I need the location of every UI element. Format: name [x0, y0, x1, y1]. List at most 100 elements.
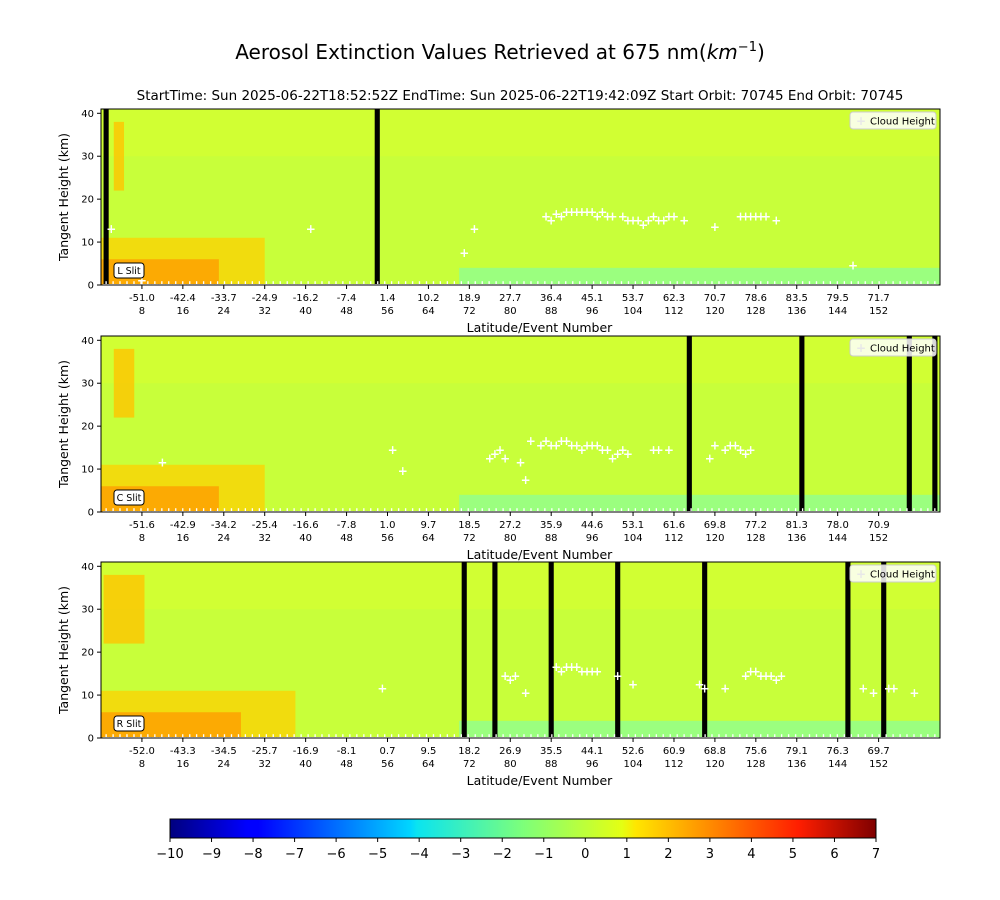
x-tick-latitude: 53.7 — [622, 293, 644, 304]
colorbar-tick-label: −7 — [285, 847, 304, 862]
slit-label-text: L Slit — [117, 266, 141, 277]
x-tick-latitude: 81.3 — [786, 520, 808, 531]
missing-column — [615, 562, 621, 738]
panel-2: ++++++++++++++++++++++++++++++++++++++++… — [56, 335, 941, 562]
heatmap-low-tail — [459, 267, 940, 285]
x-tick-event: 80 — [504, 533, 517, 544]
x-tick-latitude: 9.7 — [420, 520, 436, 531]
x-tick-latitude: 79.5 — [827, 293, 849, 304]
colorbar-tick-label: −2 — [493, 847, 512, 862]
x-tick-event: 112 — [664, 533, 683, 544]
cloud-height-point: + — [659, 214, 669, 228]
colorbar-tick-label: 7 — [872, 847, 880, 862]
x-tick-latitude: 61.6 — [663, 520, 685, 531]
x-tick-latitude: 71.7 — [867, 293, 889, 304]
legend-label: Cloud Height — [870, 344, 935, 355]
cloud-height-point: + — [669, 209, 679, 223]
x-tick-event: 48 — [340, 306, 353, 317]
cloud-height-point: + — [679, 214, 689, 228]
x-tick-latitude: 18.5 — [458, 520, 480, 531]
missing-column — [374, 109, 380, 285]
x-tick-latitude: 77.2 — [745, 520, 767, 531]
cloud-height-point: + — [884, 682, 894, 696]
x-tick-latitude: -43.3 — [170, 746, 196, 757]
x-tick-event: 104 — [624, 306, 643, 317]
missing-column — [845, 562, 851, 738]
colorbar-tick-label: −8 — [243, 847, 262, 862]
heatmap-high-region — [113, 348, 135, 418]
x-tick-event: 48 — [340, 759, 353, 770]
x-tick-latitude: 9.5 — [420, 746, 436, 757]
cloud-height-point: + — [848, 259, 858, 273]
x-tick-event: 64 — [422, 306, 435, 317]
colorbar-tick-label: 0 — [581, 847, 589, 862]
cloud-height-point: + — [628, 677, 638, 691]
cloud-height-point: + — [771, 673, 781, 687]
cloud-height-point: + — [500, 451, 510, 465]
cloud-height-point: + — [495, 443, 505, 457]
x-tick-latitude: 68.8 — [704, 746, 726, 757]
cloud-height-point: + — [546, 214, 556, 228]
heatmap-high-region — [103, 574, 145, 644]
cloud-height-point: + — [608, 451, 618, 465]
cloud-height-point: + — [761, 669, 771, 683]
x-tick-event: 64 — [422, 759, 435, 770]
colorbar: −10 −9 −8 −7 −6 −5 −4 −3 −2 −1 0 1 2 3 4 5 6 7 — [156, 818, 880, 862]
missing-column — [906, 336, 912, 512]
plot-frame — [100, 335, 941, 513]
x-tick-event: 144 — [828, 306, 847, 317]
x-tick-latitude: 44.1 — [581, 746, 603, 757]
cloud-height-point: + — [490, 447, 500, 461]
cloud-height-point: + — [771, 214, 781, 228]
cloud-height-point: + — [597, 443, 607, 457]
colorbar-tick-label: −6 — [327, 847, 346, 862]
cloud-height-point: + — [562, 660, 572, 674]
y-tick-label: 10 — [81, 465, 94, 476]
cloud-height-point: + — [608, 209, 618, 223]
x-tick-latitude: 69.7 — [867, 746, 889, 757]
cloud-height-point: + — [735, 209, 745, 223]
cloud-height-point: + — [556, 664, 566, 678]
cloud-height-point: + — [526, 434, 536, 448]
x-tick-event: 120 — [705, 533, 724, 544]
x-tick-latitude: -42.9 — [170, 520, 196, 531]
heatmap-upper-band — [101, 562, 940, 610]
x-tick-event: 64 — [422, 533, 435, 544]
x-tick-latitude: -25.4 — [252, 520, 278, 531]
x-tick-event: 120 — [705, 759, 724, 770]
colorbar-tick-label: −9 — [202, 847, 221, 862]
x-tick-event: 40 — [299, 306, 312, 317]
missing-column — [492, 562, 498, 738]
cloud-height-point: + — [541, 434, 551, 448]
y-tick-label: 40 — [81, 562, 94, 573]
cloud-height-point: + — [909, 686, 919, 700]
x-axis-label: Latitude/Event Number — [467, 547, 614, 562]
x-tick-event: 136 — [787, 533, 806, 544]
panel-1: ++++++++++++++++++++++++++++++++++++++++… — [56, 108, 941, 335]
x-tick-event: 24 — [217, 759, 230, 770]
x-tick-event: 56 — [381, 533, 394, 544]
x-tick-latitude: 44.6 — [581, 520, 603, 531]
legend-marker: + — [856, 341, 866, 355]
y-tick-label: 40 — [81, 336, 94, 347]
colorbar-tick-label: −1 — [534, 847, 553, 862]
cloud-height-point: + — [618, 443, 628, 457]
x-tick-event: 104 — [624, 533, 643, 544]
x-tick-latitude: 27.2 — [499, 520, 521, 531]
cloud-height-point: + — [567, 438, 577, 452]
cloud-height-point: + — [582, 205, 592, 219]
colorbar-tick-label: 3 — [706, 847, 714, 862]
cloud-height-point: + — [700, 682, 710, 696]
x-tick-event: 8 — [139, 759, 145, 770]
cloud-height-point: + — [551, 207, 561, 221]
cloud-height-point: + — [546, 438, 556, 452]
missing-column — [548, 562, 554, 738]
x-tick-event: 32 — [258, 533, 271, 544]
x-tick-latitude: 26.9 — [499, 746, 521, 757]
cloud-height-point: + — [664, 209, 674, 223]
x-tick-event: 96 — [586, 306, 599, 317]
x-tick-event: 88 — [545, 306, 558, 317]
colorbar-tick-label: 6 — [830, 847, 838, 862]
legend-label: Cloud Height — [870, 570, 935, 581]
cloud-height-point: + — [725, 438, 735, 452]
